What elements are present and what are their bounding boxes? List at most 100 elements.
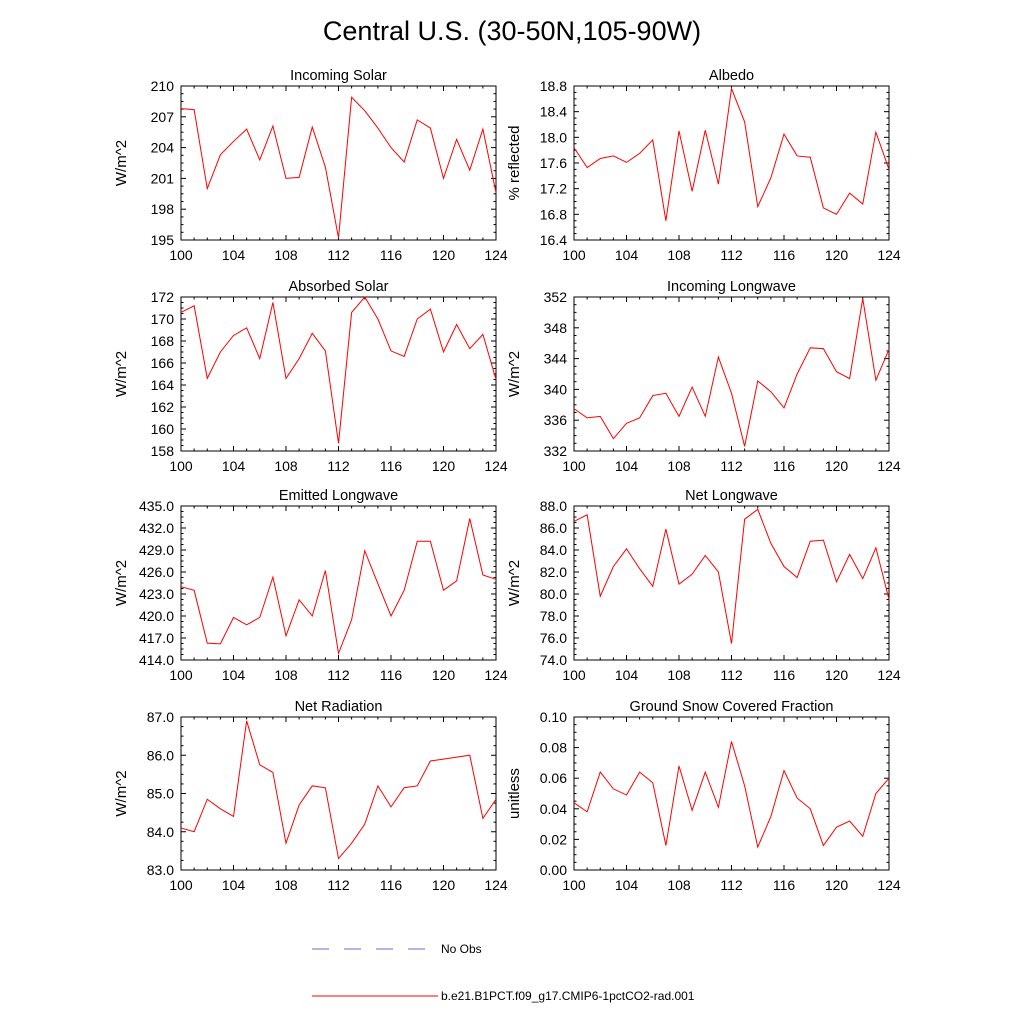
panel-ground-snow-covered-fraction: Ground Snow Covered Fraction unitless 100 1… (506, 699, 901, 893)
y-tick-label: 76.0 (540, 630, 567, 646)
y-axis-label: W/m^2 (506, 560, 523, 606)
series-line-incoming-solar (180, 96, 497, 239)
panel-absorbed-solar: Absorbed Solar W/m^2 100 104 108 112 116 120 124… (113, 279, 508, 474)
y-tick-label: 0.00 (540, 862, 567, 878)
y-tick-label: 82.0 (540, 564, 567, 580)
plot-frame (180, 716, 497, 871)
y-tick-label: 423.0 (139, 586, 174, 602)
x-tick-label: 100 (562, 667, 586, 683)
y-tick-label: 414.0 (139, 652, 174, 668)
y-tick-label: 0.06 (540, 770, 567, 786)
panel-title: Absorbed Solar (289, 279, 389, 295)
y-tick-label: 80.0 (540, 586, 567, 602)
x-tick-label: 120 (825, 247, 849, 263)
y-tick-label: 16.4 (540, 232, 567, 248)
x-tick-label: 108 (667, 877, 691, 893)
x-tick-label: 100 (169, 667, 193, 683)
x-tick-label: 112 (720, 247, 743, 263)
y-tick-label: 352 (544, 289, 568, 305)
y-tick-label: 420.0 (139, 608, 174, 624)
panel-title: Incoming Solar (290, 68, 387, 84)
y-tick-label: 170 (151, 311, 175, 327)
panel-incoming-solar: Incoming Solar W/m^2 100 104 108 112 116 120 124… (113, 68, 508, 263)
panels-group: Incoming Solar W/m^2 100 104 108 112 116 120 124… (113, 68, 901, 893)
x-tick-label: 104 (222, 247, 246, 263)
y-axis-label: W/m^2 (113, 140, 130, 186)
x-tick-label: 120 (825, 458, 849, 474)
x-tick-label: 104 (222, 667, 246, 683)
x-tick-label: 104 (615, 247, 639, 263)
x-tick-label: 108 (274, 458, 298, 474)
y-tick-label: 344 (544, 351, 568, 367)
y-tick-label: 78.0 (540, 608, 567, 624)
x-tick-label: 116 (380, 458, 403, 474)
panel-emitted-longwave: Emitted Longwave W/m^2 100 104 108 112 116 120 1… (113, 488, 508, 683)
x-tick-label: 112 (720, 667, 743, 683)
x-tick-label: 120 (432, 877, 456, 893)
y-tick-label: 84.0 (147, 824, 174, 840)
x-tick-label: 104 (615, 667, 639, 683)
series-line-ground-snow-covered-fraction (573, 741, 890, 849)
x-tick-label: 124 (484, 877, 508, 893)
x-tick-label: 104 (615, 877, 639, 893)
panel-title: Emitted Longwave (279, 488, 398, 504)
plot-frame (180, 296, 497, 452)
y-axis-label: W/m^2 (113, 560, 130, 606)
x-tick-label: 108 (667, 667, 691, 683)
y-axis-label: W/m^2 (113, 351, 130, 397)
y-tick-label: 195 (151, 232, 175, 248)
x-tick-label: 116 (380, 667, 403, 683)
y-tick-label: 332 (544, 443, 568, 459)
x-tick-label: 124 (484, 667, 508, 683)
x-tick-label: 120 (432, 458, 456, 474)
panel-title: Albedo (709, 68, 754, 84)
panel-title: Net Longwave (685, 488, 778, 504)
x-tick-label: 124 (877, 458, 901, 474)
y-tick-label: 0.08 (540, 740, 567, 756)
x-tick-label: 100 (169, 247, 193, 263)
y-tick-label: 83.0 (147, 862, 174, 878)
plot-frame (180, 505, 497, 661)
y-tick-label: 435.0 (139, 498, 174, 514)
series-line-net-radiation (180, 720, 497, 860)
y-tick-label: 17.2 (540, 181, 567, 197)
y-tick-label: 18.0 (540, 129, 567, 145)
x-tick-label: 108 (274, 247, 298, 263)
x-tick-label: 120 (432, 667, 456, 683)
x-tick-label: 100 (562, 458, 586, 474)
y-tick-label: 204 (151, 140, 175, 156)
y-tick-label: 160 (151, 421, 175, 437)
y-tick-label: 340 (544, 381, 568, 397)
x-tick-label: 108 (667, 458, 691, 474)
y-axis-label: W/m^2 (506, 351, 523, 397)
y-tick-label: 166 (151, 355, 175, 371)
x-tick-label: 112 (327, 877, 350, 893)
x-tick-label: 116 (380, 247, 403, 263)
y-tick-label: 429.0 (139, 542, 174, 558)
x-tick-label: 116 (380, 877, 403, 893)
y-tick-label: 0.10 (540, 709, 567, 725)
y-axis-label: W/m^2 (113, 770, 130, 816)
panel-net-radiation: Net Radiation W/m^2 100 104 108 112 116 120 124 8… (113, 699, 508, 893)
legend-no-obs-label: No Obs (441, 942, 482, 956)
x-tick-label: 108 (274, 667, 298, 683)
x-tick-label: 108 (667, 247, 691, 263)
panel-albedo: Albedo % reflected 100 104 108 112 116 120 124 16… (506, 68, 901, 263)
y-tick-label: 17.6 (540, 155, 567, 171)
y-tick-label: 172 (151, 289, 175, 305)
x-tick-label: 124 (877, 667, 901, 683)
series-line-incoming-longwave (573, 298, 890, 447)
x-tick-label: 124 (484, 247, 508, 263)
y-axis-label: unitless (506, 768, 523, 819)
y-tick-label: 348 (544, 320, 568, 336)
legend: No Obs b.e21.B1PCT.f09_g17.CMIP6-1pctCO2… (312, 942, 695, 1003)
x-tick-label: 112 (720, 458, 743, 474)
y-tick-label: 86.0 (147, 747, 174, 763)
y-tick-label: 88.0 (540, 498, 567, 514)
y-tick-label: 84.0 (540, 542, 567, 558)
x-tick-label: 116 (773, 247, 796, 263)
x-tick-label: 124 (877, 247, 901, 263)
y-tick-label: 417.0 (139, 630, 174, 646)
x-tick-label: 112 (327, 247, 350, 263)
